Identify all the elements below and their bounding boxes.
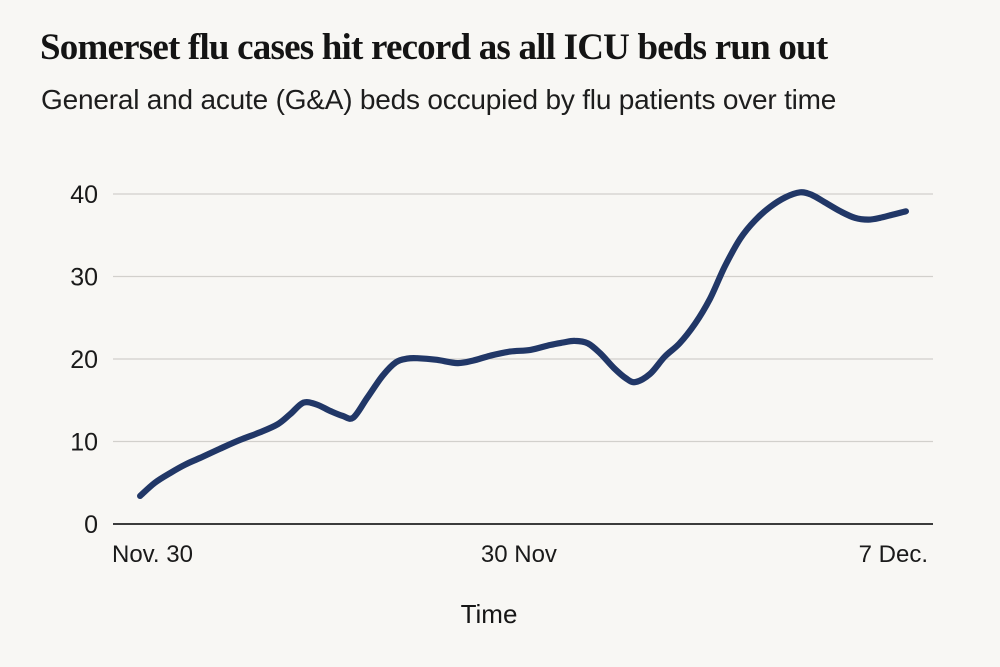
y-axis-tick-label: 0 bbox=[84, 511, 98, 539]
y-axis-tick-label: 30 bbox=[70, 264, 98, 292]
y-axis-labels-group: 0 10 20 30 40 bbox=[70, 181, 98, 539]
x-axis-title: Time bbox=[461, 599, 518, 629]
x-axis-tick-label: 7 Dec. bbox=[859, 541, 928, 568]
y-axis-tick-label: 10 bbox=[70, 429, 98, 457]
chart-subtitle: General and acute (G&A) beds occupied by… bbox=[41, 84, 837, 115]
x-axis-tick-label: Nov. 30 bbox=[112, 541, 193, 568]
y-axis-tick-label: 20 bbox=[70, 346, 98, 374]
chart-title: Somerset flu cases hit record as all ICU… bbox=[40, 27, 828, 68]
flu-cases-line bbox=[137, 189, 909, 499]
gridlines-group bbox=[113, 193, 933, 525]
y-axis-tick-label: 40 bbox=[70, 181, 98, 209]
x-axis-tick-label: 30 Nov bbox=[481, 541, 557, 568]
x-axis-labels-group: Nov. 30 30 Nov 7 Dec. bbox=[112, 541, 928, 568]
